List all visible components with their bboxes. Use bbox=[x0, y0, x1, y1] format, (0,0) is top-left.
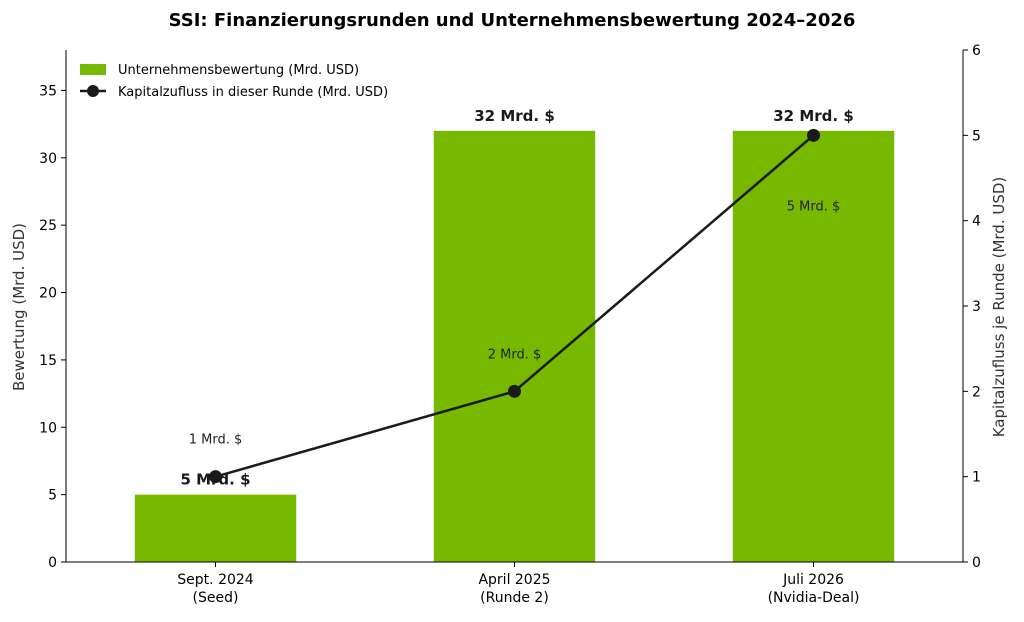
line-point bbox=[807, 128, 820, 142]
line-point bbox=[209, 470, 222, 484]
y-tick-label-left: 0 bbox=[48, 555, 57, 571]
y-axis-right-label: Kapitalzufluss je Runde (Mrd. USD) bbox=[990, 177, 1008, 438]
bar-value-label: 32 Mrd. $ bbox=[474, 107, 555, 125]
line-value-label: 5 Mrd. $ bbox=[787, 199, 841, 214]
legend-label-bar: Unternehmensbewertung (Mrd. USD) bbox=[118, 63, 359, 78]
x-tick-label: Juli 2026 bbox=[782, 572, 844, 588]
y-tick-label-right: 6 bbox=[972, 43, 981, 59]
bar bbox=[134, 494, 297, 562]
y-tick-label-left: 20 bbox=[39, 286, 57, 302]
y-tick-label-right: 1 bbox=[972, 470, 981, 486]
x-tick-sublabel: (Seed) bbox=[193, 590, 239, 606]
line-point bbox=[508, 384, 521, 398]
bar bbox=[732, 130, 895, 562]
line-value-label: 1 Mrd. $ bbox=[189, 433, 243, 448]
y-axis-left-label: Bewertung (Mrd. USD) bbox=[10, 223, 28, 391]
x-tick-sublabel: (Nvidia-Deal) bbox=[768, 590, 860, 606]
y-tick-label-right: 4 bbox=[972, 214, 981, 230]
x-tick-sublabel: (Runde 2) bbox=[480, 590, 549, 606]
plot-area: 0 5 10 15 20 25 30 35 0 1 2 3 4 5 6 Sept. 2024 (Seed) Apr… bbox=[39, 43, 981, 606]
y-tick-label-left: 35 bbox=[39, 83, 57, 99]
y-tick-label-right: 2 bbox=[972, 384, 981, 400]
legend-swatch-marker bbox=[87, 85, 99, 97]
legend-swatch-bar bbox=[80, 64, 106, 75]
line-value-label: 2 Mrd. $ bbox=[488, 347, 542, 362]
x-tick-label: Sept. 2024 bbox=[177, 572, 253, 588]
y-tick-label-left: 25 bbox=[39, 218, 57, 234]
y-tick-label-left: 5 bbox=[48, 488, 57, 504]
chart-title: SSI: Finanzierungsrunden und Unternehmen… bbox=[169, 10, 856, 31]
y-tick-label-left: 30 bbox=[39, 151, 57, 167]
y-tick-label-right: 5 bbox=[972, 128, 981, 144]
y-tick-label-right: 3 bbox=[972, 299, 981, 315]
y-tick-label-left: 10 bbox=[39, 420, 57, 436]
legend-label-line: Kapitalzufluss in dieser Runde (Mrd. USD… bbox=[118, 85, 388, 100]
y-tick-label-left: 15 bbox=[39, 353, 57, 369]
bar-value-label: 32 Mrd. $ bbox=[773, 107, 854, 125]
x-tick-label: April 2025 bbox=[478, 572, 550, 588]
y-tick-label-right: 0 bbox=[972, 555, 981, 571]
